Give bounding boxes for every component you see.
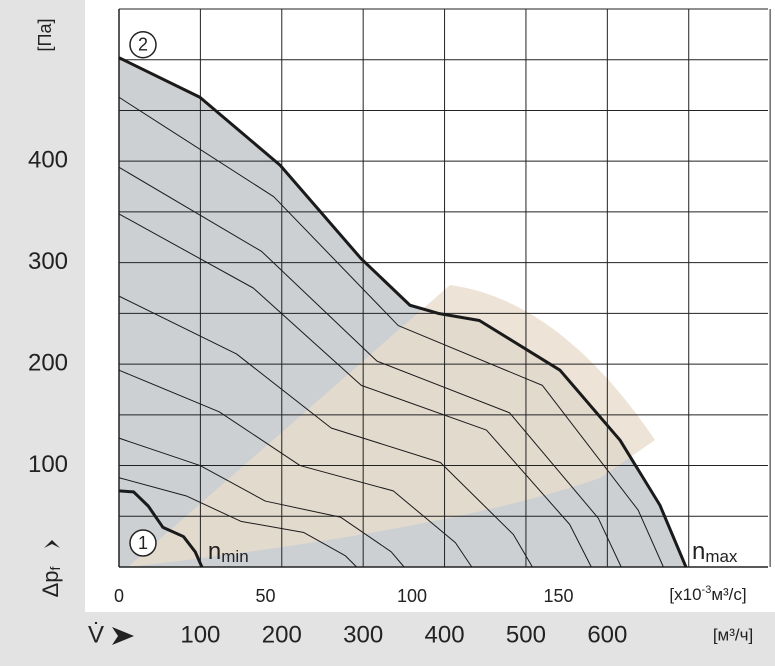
curve-marker-label: 2 [138,34,148,54]
left-panel [0,0,85,612]
y-arrow [44,540,60,548]
x2-tick-label: 200 [262,621,302,648]
curve-speed-label: nmax [692,538,738,566]
fan-curve [118,369,473,568]
curve-marker [129,30,157,59]
x-tick-label: 50 [255,586,275,606]
y-tick-label: 100 [28,451,68,478]
x2-axis-label: V̇ [88,621,104,649]
curve-speed-label: nmin [208,538,249,566]
x-unit: [x10-3м³/с] [669,584,746,605]
speed-label-sub: min [221,547,248,566]
x-tick-label: 150 [543,586,573,606]
x-unit-sup: -3 [702,584,712,596]
curve-marker [129,529,157,557]
x2-arrow [112,627,134,645]
curve-marker-label: 1 [138,533,148,553]
fan-curve [118,56,688,568]
speed-label-sub: max [705,547,738,566]
x2-tick-label: 100 [180,621,220,648]
x2-tick-label: 400 [425,621,465,648]
y-tick-label: 300 [28,248,68,275]
y-unit: [Па] [35,19,55,52]
fan-curve [118,213,592,568]
speed-label-main: n [692,538,705,565]
efficiency-band [128,285,655,567]
x2-tick-label: 500 [506,621,546,648]
y-label-main: Δp [38,570,63,597]
x-tick-label: 0 [114,586,124,606]
speed-label-main: n [208,538,221,565]
y-tick-label: 200 [28,349,68,376]
y-label-sub: f [47,566,63,570]
x-unit-rest: м³/с] [711,585,746,604]
fan-curve [118,96,664,568]
fan-curve [118,437,405,568]
fan-curve [118,295,533,568]
x2-tick-label: 600 [587,621,627,648]
bottom-panel [0,612,775,666]
fan-curve [118,489,204,568]
x2-tick-label: 300 [343,621,383,648]
fan-curve [118,166,622,568]
y-tick-label: 400 [28,147,68,174]
fan-curve [118,477,357,568]
x2-unit: [м³/ч] [713,625,753,644]
x-unit-main: [x10 [669,585,701,604]
y-axis-label: Δpf [38,566,63,597]
x-tick-label: 100 [397,586,427,606]
